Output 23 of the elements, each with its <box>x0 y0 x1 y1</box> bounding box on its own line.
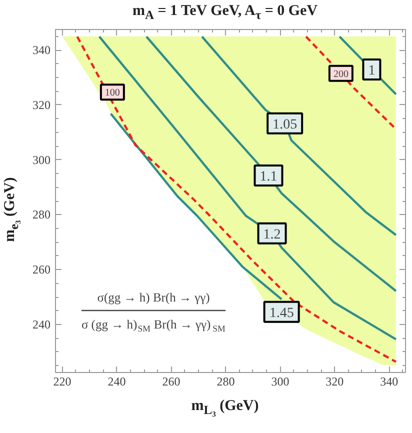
chart-title: m$_{A}$ = 1 TeV GeV, A$_{τ}$ = 0 GeV <box>132 2 318 24</box>
y-tick-label: 320 <box>32 98 50 112</box>
x-tick-label: 280 <box>216 374 235 388</box>
x-tick-label: 220 <box>53 374 72 388</box>
annotation: 100 <box>104 88 120 99</box>
y-tick-label: 240 <box>32 317 50 332</box>
annotation: σ(gg → h) Br(h → γγ) <box>97 290 210 304</box>
x-axis-title: m$_{L₃}$ (GeV) <box>191 397 259 419</box>
x-tick-label: 340 <box>380 374 398 388</box>
annotation: 1.45 <box>269 306 294 321</box>
y-tick-label: 300 <box>32 152 50 167</box>
x-tick-label: 260 <box>162 374 180 388</box>
line-series <box>304 36 398 130</box>
annotation: 1.1 <box>260 169 278 184</box>
x-tick-label: 240 <box>108 374 126 388</box>
annotation: 1 <box>368 64 376 79</box>
y-tick-label: 280 <box>32 208 50 222</box>
line-series <box>145 36 398 292</box>
y-tick-label: 340 <box>32 43 50 58</box>
y-tick-label: 260 <box>32 262 50 277</box>
annotation: 1.2 <box>263 227 281 242</box>
x-tick-label: 300 <box>271 374 290 388</box>
x-tick-label: 320 <box>326 374 344 388</box>
